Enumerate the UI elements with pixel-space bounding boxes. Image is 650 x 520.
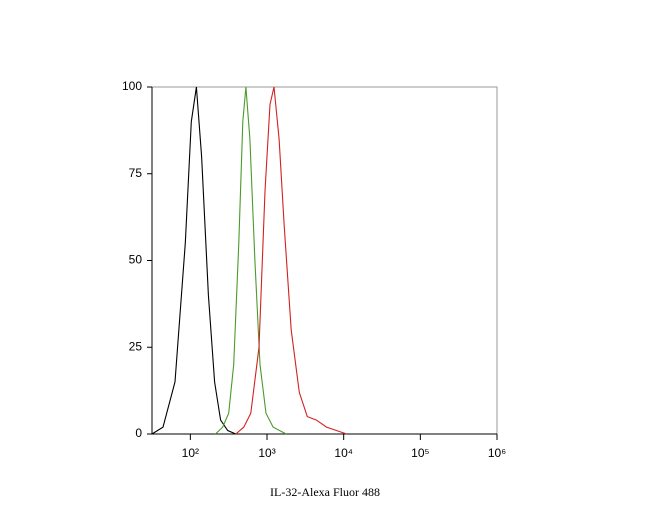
y-tick-label: 75 [129,166,143,180]
y-tick-label: 25 [129,339,143,353]
x-axis-label: IL-32-Alexa Fluor 488 [270,485,380,499]
x-tick-label: 10² [182,446,199,460]
plot-frame [151,86,498,435]
histogram-line [215,86,287,435]
x-tick-label: 10⁴ [334,446,353,460]
histogram-line [151,86,237,435]
y-tick-label: 50 [129,253,143,267]
x-tick-label: 10³ [258,446,275,460]
x-tick-label: 10⁵ [411,446,429,460]
x-tick-label: 10⁶ [488,446,506,460]
y-tick-label: 100 [122,79,142,93]
y-tick-label: 0 [135,426,142,440]
histogram-line [235,86,347,435]
